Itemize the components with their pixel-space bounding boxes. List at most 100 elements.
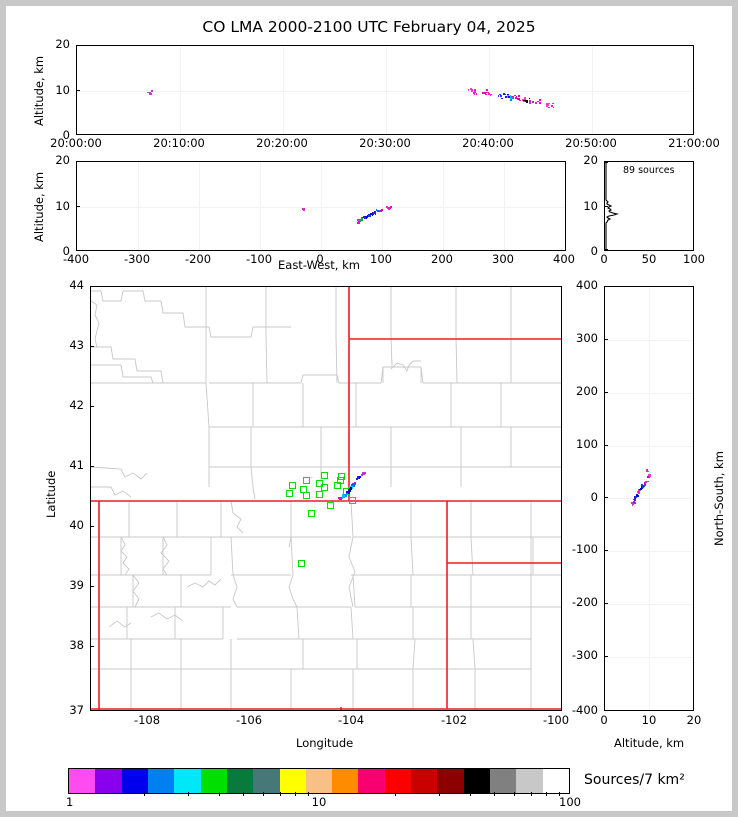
data-point	[487, 92, 489, 94]
data-point	[366, 217, 368, 219]
data-point	[640, 489, 642, 491]
map-geography	[91, 287, 561, 710]
axis-tick	[604, 656, 608, 657]
data-point	[548, 107, 550, 109]
lma-station-marker	[321, 472, 328, 479]
data-point	[342, 494, 344, 496]
data-point	[632, 504, 634, 506]
data-point	[510, 99, 512, 101]
histogram-xtick-0: 0	[584, 254, 624, 266]
colorbar-minor-tick	[188, 792, 189, 796]
data-point	[482, 92, 484, 94]
colorbar-swatch-13	[411, 769, 437, 793]
data-point	[151, 90, 153, 92]
axis-tick	[604, 550, 608, 551]
colorbar-swatch-5	[201, 769, 227, 793]
colorbar-minor-tick	[395, 792, 396, 796]
east-west-xlabel: East-West, km	[278, 258, 360, 272]
data-point	[339, 497, 341, 499]
colorbar-minor-tick	[263, 792, 264, 796]
gridline	[386, 46, 387, 134]
panel-time-height[interactable]	[76, 45, 694, 135]
time-height-xtick: 20:20:00	[252, 138, 312, 150]
north-south-ytick: -100	[554, 544, 598, 556]
gridline	[260, 162, 261, 250]
time-height-ylabel: Altitude, km	[32, 56, 46, 126]
gridline	[283, 46, 284, 134]
axis-tick	[604, 162, 608, 163]
colorbar-minor-tick	[280, 792, 281, 796]
lma-station-marker	[337, 477, 344, 484]
data-point	[357, 476, 359, 478]
colorbar[interactable]	[68, 768, 570, 794]
east-west-plot-area	[77, 162, 565, 250]
colorbar-minor-tick	[470, 792, 471, 796]
axis-tick	[90, 646, 94, 647]
colorbar-swatch-3	[148, 769, 174, 793]
map-xlabel: Longitude	[296, 736, 353, 750]
data-point	[540, 102, 542, 104]
data-point	[357, 223, 359, 225]
gridline	[180, 46, 181, 134]
gridline	[138, 162, 139, 250]
axis-tick	[76, 206, 80, 207]
north-south-xtick: 20	[674, 715, 714, 727]
colorbar-minor-tick	[144, 792, 145, 796]
colorbar-minor-tick	[494, 792, 495, 796]
map-xtick: -106	[224, 715, 274, 727]
data-point	[634, 502, 636, 504]
north-south-ytick: 300	[554, 333, 598, 345]
panel-north-south-altitude[interactable]	[604, 286, 694, 711]
colorbar-minor-tick	[295, 792, 296, 796]
lma-station-marker	[303, 477, 310, 484]
data-point	[642, 486, 644, 488]
east-west-xtick: 300	[478, 254, 528, 266]
axis-tick	[90, 406, 94, 407]
east-west-xtick: 100	[356, 254, 406, 266]
north-south-ytick: -200	[554, 597, 598, 609]
gridline	[199, 162, 200, 250]
colorbar-swatch-16	[490, 769, 516, 793]
lma-station-marker	[349, 497, 356, 504]
panel-map[interactable]	[90, 286, 562, 711]
east-west-ylabel: Altitude, km	[32, 172, 46, 242]
north-south-ytick: -300	[554, 650, 598, 662]
colorbar-swatch-6	[227, 769, 253, 793]
data-point	[339, 498, 341, 500]
time-height-plot-area	[77, 46, 693, 134]
data-point	[529, 102, 531, 104]
data-point	[518, 95, 520, 97]
east-west-ytick-20: 20	[40, 155, 70, 167]
gridline	[504, 162, 505, 250]
panel-east-west-height[interactable]	[76, 161, 566, 251]
time-height-ytick-20: 20	[40, 39, 70, 51]
data-point	[364, 472, 366, 474]
lma-station-marker	[289, 482, 296, 489]
colorbar-swatch-11	[358, 769, 384, 793]
panel-altitude-histogram[interactable]: 89 sources	[604, 161, 694, 251]
lma-station-marker	[316, 491, 323, 498]
map-ytick: 37	[54, 705, 84, 717]
gridline	[443, 162, 444, 250]
data-point	[634, 499, 636, 501]
data-point	[474, 89, 476, 91]
north-south-ytick: 400	[554, 280, 598, 292]
axis-tick	[604, 445, 608, 446]
data-point	[501, 95, 503, 97]
north-south-ytick: 200	[554, 386, 598, 398]
data-point	[473, 92, 475, 94]
data-point	[346, 493, 348, 495]
colorbar-tick-mid: 10	[299, 797, 339, 809]
time-height-xtick: 21:00:00	[664, 138, 724, 150]
data-point	[548, 104, 550, 106]
axis-tick	[604, 392, 608, 393]
colorbar-minor-tick	[439, 792, 440, 796]
north-south-xtick: 10	[629, 715, 669, 727]
map-ytick: 43	[54, 340, 84, 352]
axis-tick	[604, 603, 608, 604]
north-south-ylabel: North-South, km	[712, 451, 726, 546]
lma-station-marker	[308, 510, 315, 517]
map-ylabel: Latitude	[44, 471, 58, 518]
histogram-xtick-100: 100	[674, 254, 714, 266]
north-south-ytick: 100	[554, 439, 598, 451]
